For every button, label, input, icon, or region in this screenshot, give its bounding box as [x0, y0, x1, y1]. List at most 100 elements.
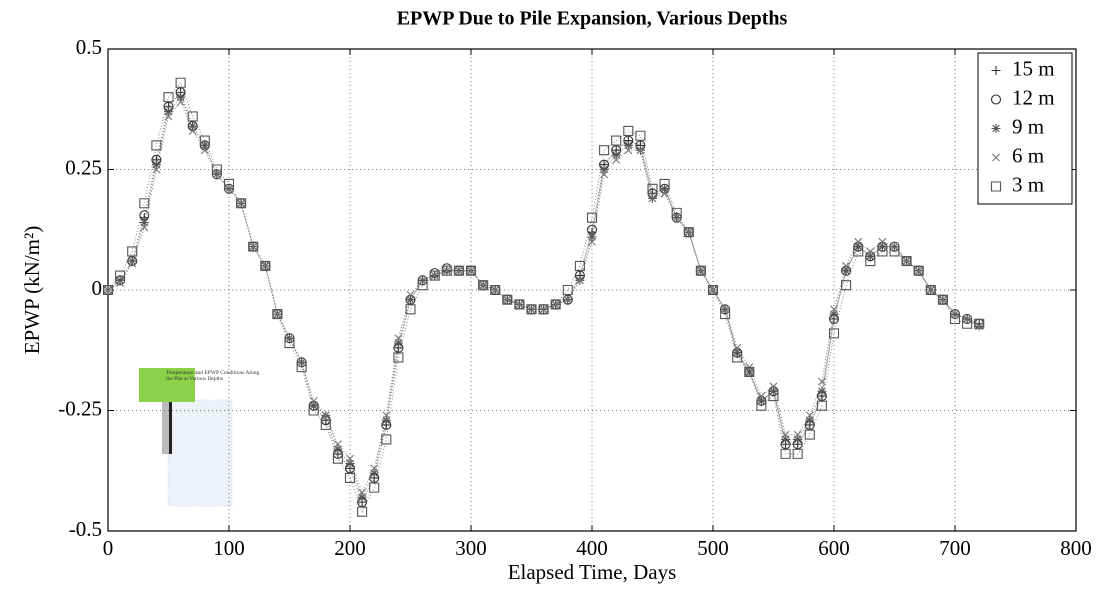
- data-point: [937, 294, 948, 305]
- data-point: [683, 227, 694, 238]
- x-tick-label: 800: [1060, 536, 1092, 560]
- inset-caption: Temperature and EPWP Conditions Along th…: [166, 370, 260, 382]
- data-point: [236, 198, 247, 209]
- data-point: [223, 178, 235, 190]
- x-tick-label: 100: [213, 536, 245, 560]
- data-point: [151, 140, 162, 151]
- data-point: [574, 270, 585, 281]
- data-point: [381, 434, 392, 445]
- data-point: [792, 448, 803, 459]
- x-tick-label: 0: [103, 536, 114, 560]
- data-point: [878, 237, 887, 246]
- data-point: [467, 266, 475, 275]
- data-point: [563, 295, 572, 304]
- data-point: [491, 286, 500, 294]
- data-point: [780, 439, 791, 450]
- data-point: [828, 328, 840, 339]
- data-point: [586, 224, 598, 235]
- data-point: [611, 135, 622, 146]
- data-point: [393, 352, 404, 363]
- data-point: [805, 415, 815, 425]
- data-point: [417, 280, 428, 291]
- data-point: [853, 246, 864, 257]
- legend-marker: [991, 66, 1001, 75]
- data-point: [369, 472, 380, 484]
- data-point: [901, 256, 912, 267]
- data-point: [393, 338, 403, 348]
- data-point: [684, 228, 693, 237]
- data-point: [393, 342, 404, 353]
- data-point: [430, 271, 439, 280]
- data-point: [539, 305, 548, 314]
- data-point: [854, 237, 863, 246]
- data-point: [320, 419, 331, 431]
- data-point: [369, 468, 379, 478]
- data-point: [769, 382, 778, 391]
- data-point: [273, 310, 282, 319]
- data-point: [828, 313, 840, 324]
- data-point: [465, 265, 477, 276]
- data-point: [926, 286, 935, 294]
- data-point: [793, 430, 802, 439]
- legend-marker: [990, 94, 1002, 105]
- data-point: [805, 411, 814, 420]
- data-point: [538, 304, 549, 315]
- data-point: [636, 146, 645, 155]
- data-point: [841, 280, 852, 291]
- x-axis-label: Elapsed Time, Days: [508, 560, 677, 584]
- data-point: [816, 391, 827, 402]
- data-point: [659, 178, 670, 190]
- data-point: [695, 265, 706, 276]
- y-tick-label: 0.5: [76, 35, 102, 59]
- data-point: [671, 207, 682, 218]
- x-tick-label: 300: [455, 536, 487, 560]
- data-point: [913, 265, 924, 276]
- data-point: [612, 155, 621, 164]
- data-point: [139, 210, 150, 221]
- data-point: [344, 472, 356, 484]
- data-point: [164, 107, 173, 117]
- data-point: [237, 199, 246, 208]
- data-point: [104, 286, 112, 294]
- data-point: [284, 337, 295, 349]
- data-point: [575, 276, 584, 285]
- data-point: [357, 506, 368, 517]
- data-point: [514, 299, 525, 310]
- data-point: [624, 146, 633, 155]
- data-point: [804, 419, 815, 430]
- data-point: [635, 140, 646, 151]
- y-tick-label: 0: [92, 276, 103, 300]
- data-point: [600, 170, 609, 179]
- data-point: [781, 434, 791, 444]
- data-point: [453, 265, 464, 276]
- data-point: [187, 111, 198, 122]
- data-point: [454, 266, 463, 275]
- data-point: [308, 405, 319, 416]
- data-point: [623, 125, 634, 136]
- data-point: [611, 145, 622, 156]
- data-point: [139, 198, 150, 209]
- data-point: [841, 266, 851, 276]
- data-point: [381, 419, 392, 430]
- x-tick-label: 400: [576, 536, 608, 560]
- data-point: [344, 463, 356, 474]
- data-point: [176, 92, 186, 102]
- data-point: [406, 290, 415, 299]
- y-tick-label: 0.25: [65, 155, 102, 179]
- data-point: [478, 280, 489, 291]
- data-point: [527, 305, 536, 314]
- inset-image: Temperature and EPWP Conditions Along th…: [139, 368, 260, 507]
- data-point: [599, 165, 609, 174]
- data-point: [744, 366, 755, 377]
- data-point: [309, 396, 318, 405]
- data-point: [127, 246, 138, 257]
- data-point: [175, 77, 186, 88]
- y-axis-label: EPWP (kN/m²): [20, 226, 44, 355]
- data-point: [902, 257, 911, 266]
- data-point: [333, 440, 342, 449]
- data-point: [199, 135, 210, 146]
- data-point: [817, 377, 826, 386]
- data-point: [429, 270, 440, 281]
- data-point: [176, 98, 185, 107]
- data-point: [249, 242, 258, 251]
